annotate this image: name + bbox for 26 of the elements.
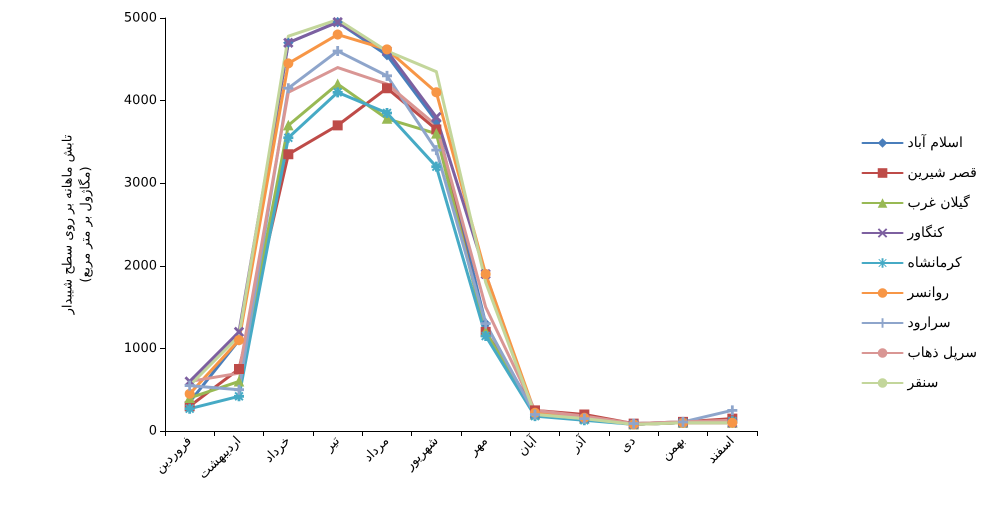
x-tick-label: دی <box>617 434 640 456</box>
legend-label: سرارود <box>908 315 951 331</box>
y-tick-label: 5000 <box>124 10 157 26</box>
x-tick-label: اردیبهشت <box>196 434 244 482</box>
y-axis-title: تابش ماهانه بر روی سطح شیبدار (مگاژول بر متر مربع) <box>60 134 94 316</box>
y-tick-label: 4000 <box>124 93 157 108</box>
x-tick-label: مرداد <box>360 434 392 466</box>
legend-label: قصر شیرین <box>908 165 977 181</box>
y-tick-label: 1000 <box>124 340 157 356</box>
legend-label: اسلام آباد <box>908 133 963 151</box>
legend-label: گیلان غرب <box>908 194 970 211</box>
x-tick-label: آبان <box>514 431 542 459</box>
y-tick-label: 2000 <box>124 258 157 274</box>
x-tick-label: اسفند <box>704 434 738 467</box>
legend-label: سرپل ذهاب <box>908 345 977 361</box>
y-tick-label: 3000 <box>124 176 157 191</box>
x-tick-label: خرداد <box>262 434 294 466</box>
legend-label: روانسر <box>906 285 950 301</box>
legend-label: سنقر <box>906 375 938 391</box>
x-tick-label: آذر <box>566 431 591 456</box>
x-tick-label: تیر <box>321 433 344 456</box>
legend-label: کنگاور <box>906 224 944 241</box>
x-tick-label: شهریور <box>402 434 442 474</box>
legend-label: کرمانشاه <box>908 255 962 271</box>
x-tick-label: بهمن <box>658 434 688 464</box>
x-tick-label: مهر <box>465 434 491 460</box>
